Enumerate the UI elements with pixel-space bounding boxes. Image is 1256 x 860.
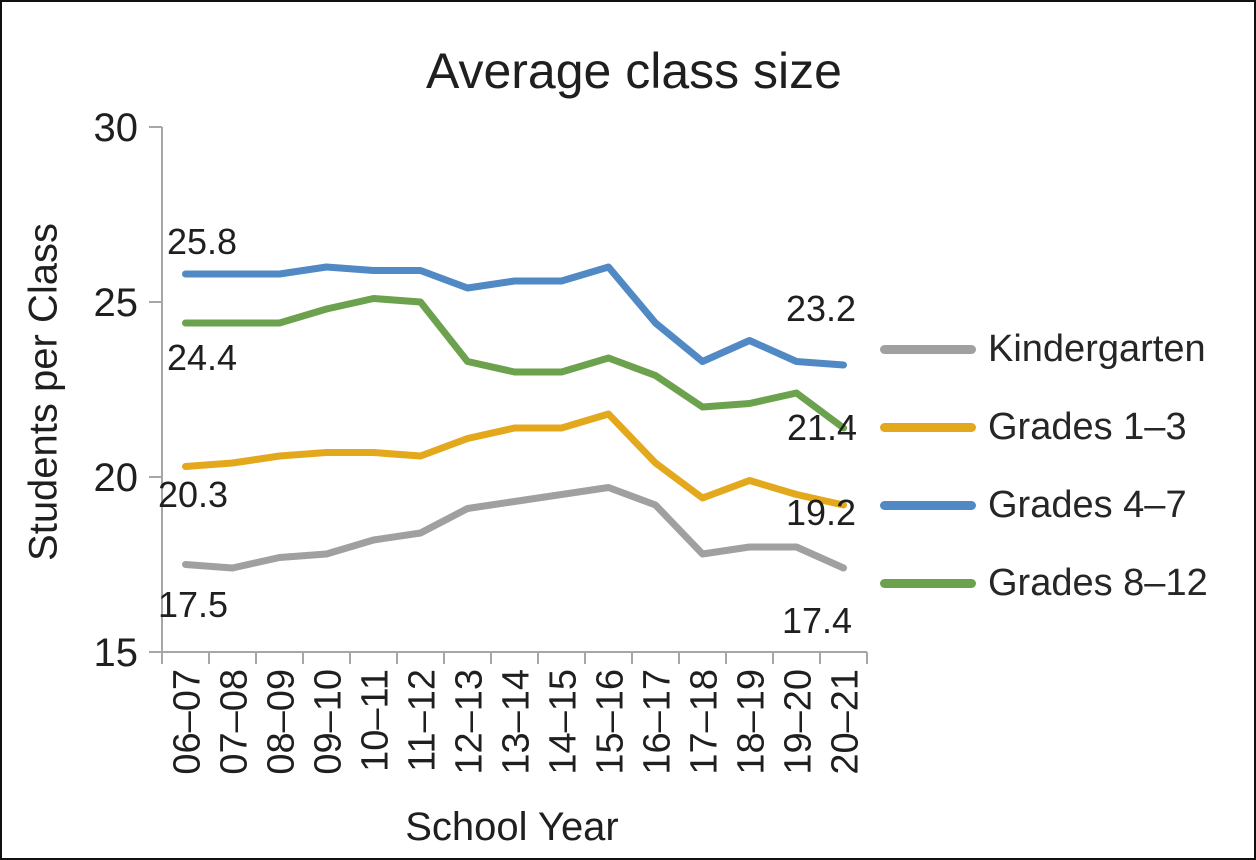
x-axis-title: School Year [405, 805, 619, 849]
x-tick-label: 06–07 [167, 669, 209, 775]
x-tick-label: 08–09 [261, 669, 303, 775]
x-tick-label: 20–21 [825, 669, 867, 775]
legend-swatch-grades-1-3 [880, 422, 976, 432]
x-tick-label: 19–20 [778, 669, 820, 775]
x-tick-label: 17–18 [684, 669, 726, 775]
legend-swatch-grades-8-12 [880, 578, 976, 588]
y-tick-label: 25 [94, 281, 139, 325]
x-tick-label: 16–17 [637, 669, 679, 775]
x-tick-label: 15–16 [590, 669, 632, 775]
legend-swatch-grades-4-7 [880, 500, 976, 510]
y-tick-label: 20 [94, 456, 139, 500]
x-tick-label: 13–14 [496, 669, 538, 775]
legend-swatch-kindergarten [880, 344, 976, 354]
y-axis-title: Students per Class [21, 223, 66, 561]
y-tick-label: 15 [94, 631, 139, 675]
x-tick-label: 09–10 [308, 669, 350, 775]
series-line-kindergarten [182, 484, 847, 572]
legend-item-kindergarten: Kindergarten [880, 310, 1208, 388]
x-tick-label: 12–13 [449, 669, 491, 775]
y-tick-label: 30 [94, 106, 139, 150]
legend-item-grades-8-12: Grades 8–12 [880, 544, 1208, 622]
x-tick-label: 07–08 [214, 669, 256, 775]
data-label-grades-1-3-first: 20.3 [158, 474, 229, 515]
axis-lines [161, 127, 867, 653]
data-label-grades-8-12-last: 21.4 [787, 407, 858, 448]
data-label-grades-4-7-last: 23.2 [786, 288, 857, 329]
data-label-grades-4-7-first: 25.8 [167, 221, 238, 262]
series-line-grades-1-3 [182, 410, 847, 509]
x-tick-label: 14–15 [543, 669, 585, 775]
legend-label-grades-4-7: Grades 4–7 [988, 483, 1187, 526]
data-label-kindergarten-last: 17.4 [782, 600, 853, 641]
x-tick-label: 10–11 [355, 669, 397, 772]
legend: Kindergarten Grades 1–3 Grades 4–7 Grade… [880, 310, 1208, 622]
x-tick-label: 11–12 [402, 669, 444, 772]
legend-item-grades-4-7: Grades 4–7 [880, 466, 1208, 544]
data-label-grades-8-12-first: 24.4 [167, 337, 238, 378]
data-label-grades-1-3-last: 19.2 [786, 492, 857, 533]
x-tick-label: 18–19 [731, 669, 773, 775]
data-label-kindergarten-first: 17.5 [158, 584, 229, 625]
chart-title: Average class size [426, 43, 842, 99]
legend-label-grades-8-12: Grades 8–12 [988, 561, 1208, 604]
series-line-grades-8-12 [182, 295, 847, 432]
series-line-grades-4-7 [182, 263, 847, 369]
legend-label-kindergarten: Kindergarten [988, 327, 1206, 370]
legend-item-grades-1-3: Grades 1–3 [880, 388, 1208, 466]
legend-label-grades-1-3: Grades 1–3 [988, 405, 1187, 448]
